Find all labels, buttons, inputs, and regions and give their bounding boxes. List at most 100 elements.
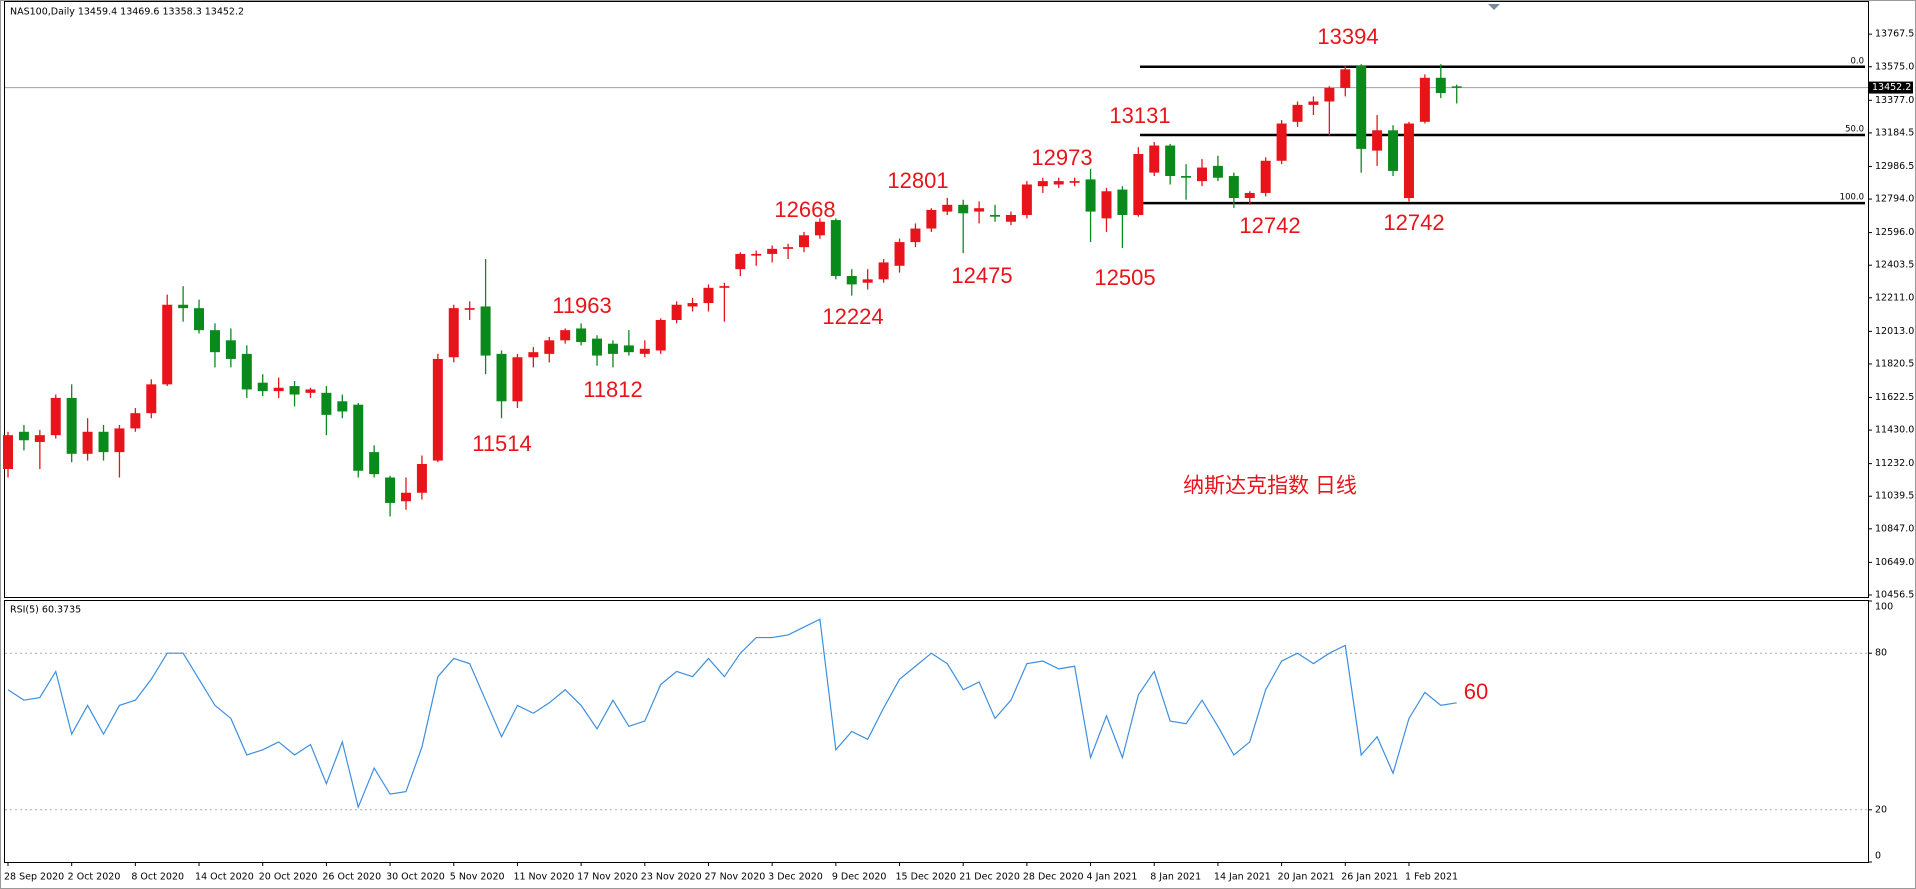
y-tick-label: 12794.0 xyxy=(1875,194,1914,205)
x-tick-label: 26 Jan 2021 xyxy=(1341,872,1398,883)
x-tick-label: 30 Oct 2020 xyxy=(386,872,445,883)
candle-body xyxy=(528,352,539,358)
candle-body xyxy=(607,343,618,354)
candle-body xyxy=(1340,69,1351,88)
y-tick-label: 20 xyxy=(1875,804,1887,815)
y-tick-label: 10847.0 xyxy=(1875,523,1914,534)
x-tick-label: 1 Feb 2021 xyxy=(1405,872,1458,883)
candle-body xyxy=(703,287,714,304)
candle-body xyxy=(385,477,396,503)
candle-body xyxy=(225,340,236,359)
candle-body xyxy=(353,404,364,471)
shift-marker xyxy=(1488,4,1500,10)
candle-body xyxy=(894,242,905,266)
candle-body xyxy=(592,338,603,356)
x-tick-label: 3 Dec 2020 xyxy=(768,872,823,883)
candle-body xyxy=(401,492,411,502)
candle-body xyxy=(783,247,794,249)
y-tick-label: 10456.5 xyxy=(1875,589,1914,600)
rsi-header: RSI(5) 60.3735 xyxy=(10,605,81,616)
candle-body xyxy=(464,308,475,310)
x-tick-label: 11 Nov 2020 xyxy=(513,872,574,883)
candle-body xyxy=(305,389,316,393)
candle-body xyxy=(1181,176,1192,178)
y-tick-label: 12013.0 xyxy=(1875,326,1914,337)
candle-body xyxy=(1085,179,1096,212)
candle-body xyxy=(862,279,873,283)
candle-body xyxy=(432,358,443,461)
price-annotation: 12801 xyxy=(887,168,948,193)
candle-body xyxy=(273,387,284,392)
candle-body xyxy=(958,204,969,214)
candle-body xyxy=(655,319,666,351)
y-tick-label: 11820.5 xyxy=(1875,358,1914,369)
price-annotation: 11963 xyxy=(552,293,612,318)
candle-body xyxy=(1133,154,1144,215)
fib-label: 0.0 xyxy=(1850,56,1864,66)
price-annotation: 12742 xyxy=(1383,210,1444,235)
candle-body xyxy=(241,353,252,390)
candle-body xyxy=(1149,145,1160,173)
y-tick-label: 0 xyxy=(1875,851,1881,862)
x-tick-label: 26 Oct 2020 xyxy=(322,872,381,883)
rsi-annotation: 60 xyxy=(1464,679,1488,704)
y-tick-label: 13575.0 xyxy=(1875,61,1914,72)
candle-body xyxy=(1117,189,1128,215)
y-tick-label: 11039.5 xyxy=(1875,491,1914,502)
price-annotation: 11514 xyxy=(472,431,532,456)
x-tick-label: 14 Jan 2021 xyxy=(1214,872,1271,883)
candle-body xyxy=(178,304,189,309)
candle-body xyxy=(671,304,682,320)
candle-body xyxy=(416,463,427,493)
candle-body xyxy=(1308,101,1319,105)
x-tick-label: 20 Jan 2021 xyxy=(1278,872,1335,883)
x-tick-label: 9 Dec 2020 xyxy=(832,872,887,883)
price-annotation: 12668 xyxy=(774,197,835,222)
y-tick-label: 11622.5 xyxy=(1875,392,1914,403)
price-annotation: 13131 xyxy=(1109,103,1170,128)
candle-body xyxy=(544,340,555,354)
price-annotation: 12224 xyxy=(822,304,883,329)
y-tick-label: 12403.5 xyxy=(1875,260,1914,271)
candle-body xyxy=(1260,160,1271,193)
price-annotation: 12475 xyxy=(951,263,1012,288)
candle-body xyxy=(130,413,141,429)
y-tick-label: 11232.0 xyxy=(1875,458,1914,469)
candle-body xyxy=(1356,65,1367,149)
price-annotation: 13394 xyxy=(1317,24,1378,49)
y-tick-label: 13377.0 xyxy=(1875,95,1914,106)
candle-body xyxy=(1324,87,1335,102)
y-tick-label: 80 xyxy=(1875,648,1887,659)
candle-body xyxy=(114,428,125,453)
candle-body xyxy=(289,386,300,395)
x-tick-label: 27 Nov 2020 xyxy=(704,872,765,883)
x-tick-label: 28 Sep 2020 xyxy=(4,872,64,883)
candle-body xyxy=(18,431,29,441)
x-tick-label: 28 Dec 2020 xyxy=(1023,872,1084,883)
rsi-line xyxy=(7,618,1457,810)
candle-body xyxy=(735,253,746,270)
x-tick-label: 23 Nov 2020 xyxy=(641,872,702,883)
price-annotation: 12973 xyxy=(1031,145,1092,170)
candle-body xyxy=(1228,176,1239,199)
candle-body xyxy=(942,204,953,212)
candle-body xyxy=(162,304,173,385)
price-annotation: 12742 xyxy=(1239,213,1300,238)
candle-body xyxy=(1451,86,1462,88)
candle-body xyxy=(751,253,762,256)
candle-body xyxy=(480,306,491,356)
candle-body xyxy=(1276,123,1287,161)
candle-body xyxy=(34,435,45,442)
price-header: NAS100,Daily 13459.4 13469.6 13358.3 134… xyxy=(10,7,244,18)
y-tick-label: 100 xyxy=(1875,602,1893,613)
price-annotation: 11812 xyxy=(583,377,643,402)
candle-body xyxy=(990,214,1001,217)
candle-body xyxy=(1197,167,1207,182)
last-price-box xyxy=(1869,81,1913,94)
candle-body xyxy=(1419,77,1430,122)
candle-body xyxy=(146,384,157,414)
candle-body xyxy=(623,345,634,353)
candle-body xyxy=(337,401,348,412)
x-tick-label: 20 Oct 2020 xyxy=(259,872,318,883)
